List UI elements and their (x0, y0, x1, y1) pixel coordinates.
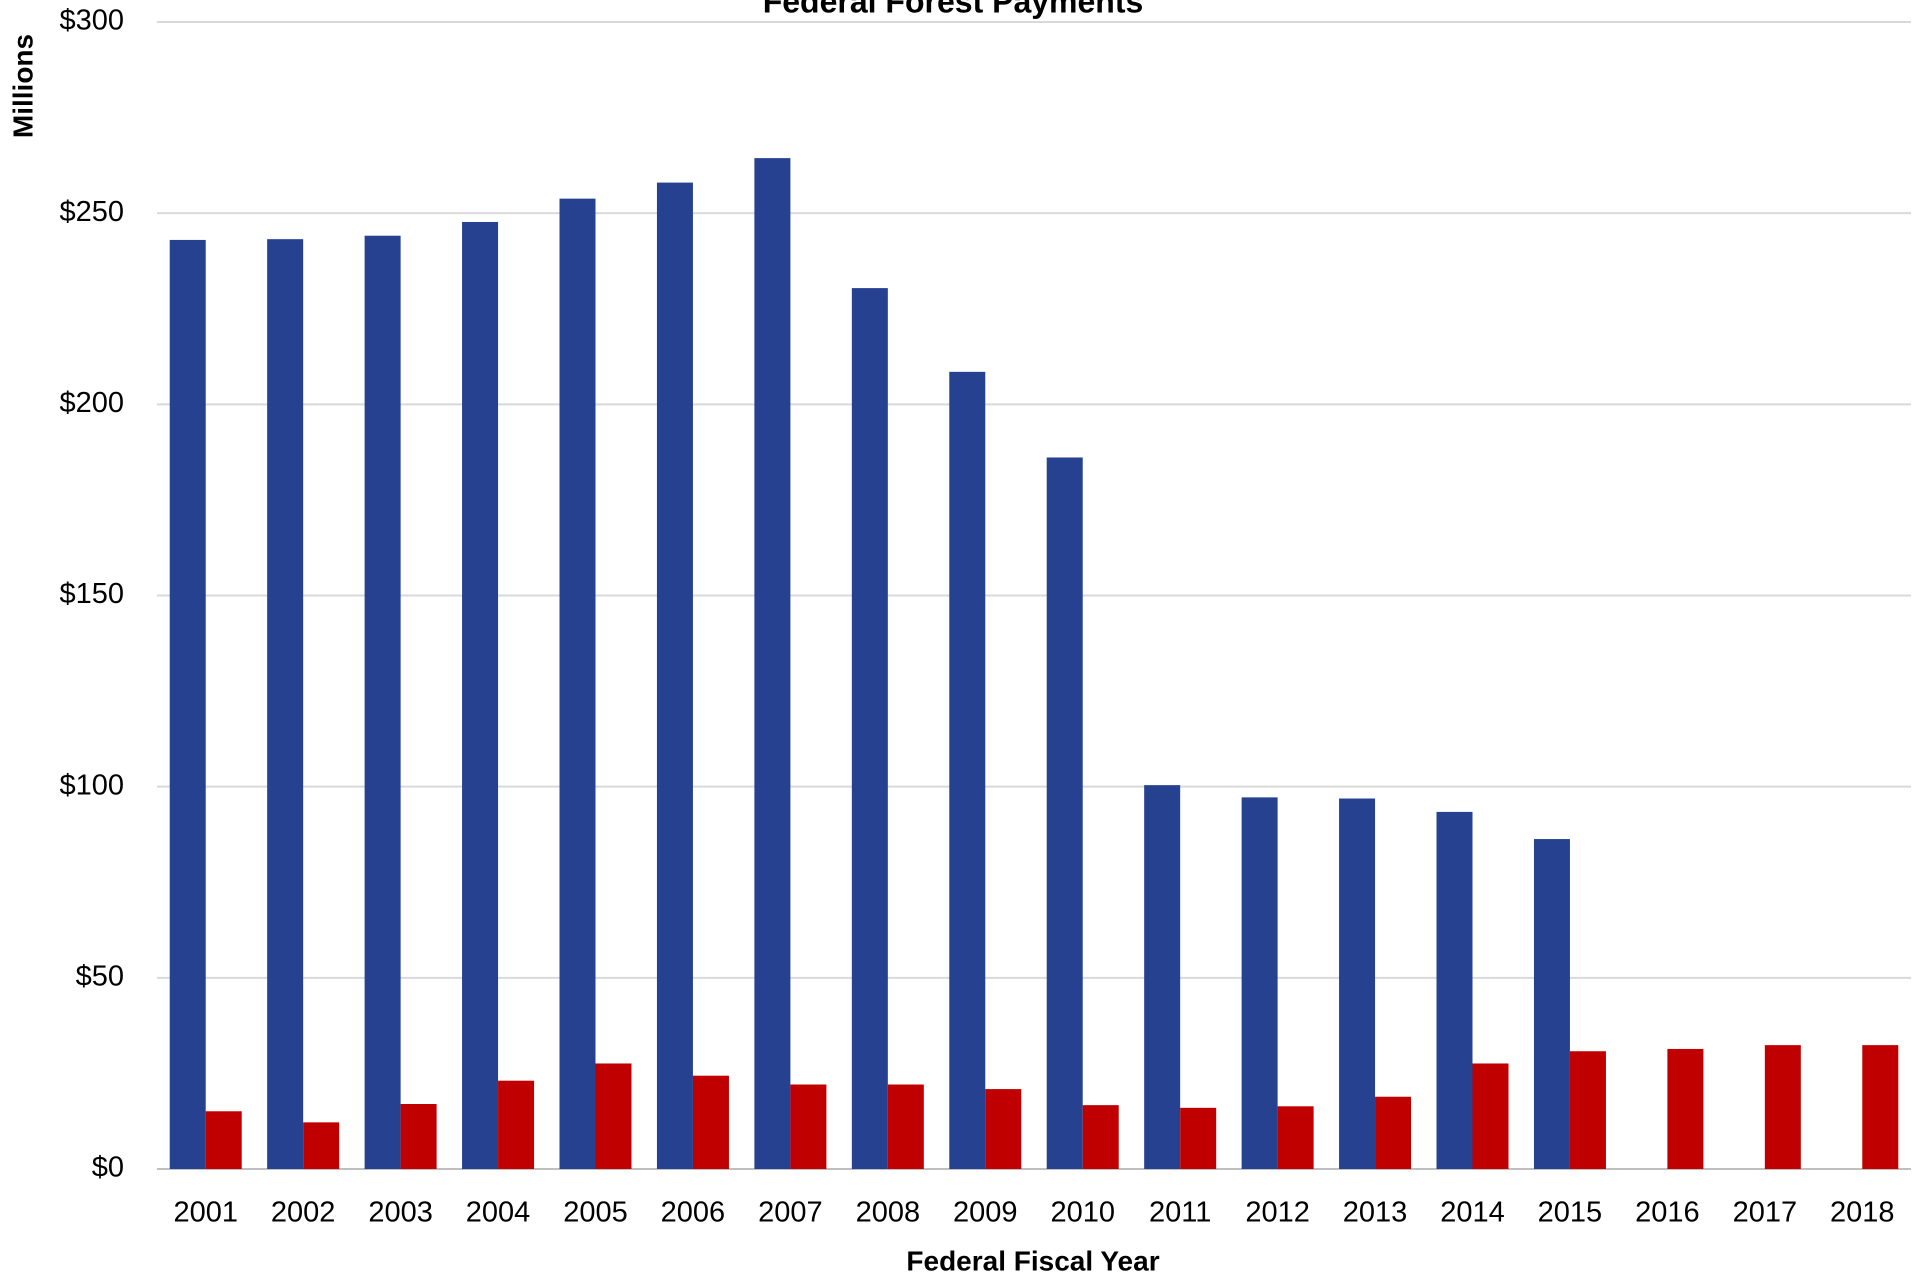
x-tick-label: 2011 (1149, 1197, 1211, 1229)
x-tick-label: 2016 (1635, 1197, 1700, 1229)
x-axis-title: Federal Fiscal Year (906, 1245, 1159, 1276)
x-tick-label: 2006 (661, 1197, 726, 1229)
x-tick-label: 2010 (1050, 1197, 1115, 1229)
bar (400, 1104, 437, 1169)
bar (169, 239, 206, 1169)
x-tick-label: 2008 (856, 1197, 921, 1229)
bar (1277, 1106, 1314, 1169)
bar (462, 221, 499, 1169)
y-tick-label: $50 (76, 960, 124, 992)
bar (949, 371, 986, 1170)
bar (887, 1084, 924, 1169)
bar (1046, 457, 1083, 1169)
chart-title: Federal Forest Payments (763, 0, 1144, 19)
y-tick-label: $300 (59, 5, 124, 37)
bar (364, 235, 401, 1169)
x-tick-label: 2005 (563, 1197, 628, 1229)
x-tick-label: 2002 (271, 1197, 336, 1229)
bar (267, 239, 304, 1169)
x-tick-label: 2013 (1343, 1197, 1408, 1229)
bar (1144, 785, 1181, 1169)
x-tick-label: 2014 (1440, 1197, 1505, 1229)
bar (692, 1075, 729, 1169)
x-tick-label: 2004 (466, 1197, 531, 1229)
bar (559, 198, 596, 1169)
bar (498, 1080, 535, 1169)
bar (1180, 1107, 1217, 1169)
y-tick-label: $100 (59, 769, 124, 801)
bar (1082, 1105, 1119, 1169)
y-tick-label: $200 (59, 387, 124, 419)
y-axis-title: Millions (7, 34, 38, 138)
y-tick-label: $0 (92, 1152, 124, 1184)
x-tick-label: 2009 (953, 1197, 1018, 1229)
bar (754, 158, 791, 1170)
bar (851, 288, 888, 1169)
bar (1241, 797, 1278, 1169)
bar (1667, 1048, 1704, 1169)
x-tick-label: 2017 (1733, 1197, 1798, 1229)
bar (1436, 811, 1473, 1169)
x-tick-label: 2012 (1245, 1197, 1310, 1229)
bar (656, 182, 693, 1169)
y-tick-label: $150 (59, 578, 124, 610)
x-tick-label: 2001 (173, 1197, 238, 1229)
bar (790, 1084, 827, 1169)
bar (985, 1089, 1022, 1169)
bar (1533, 839, 1570, 1169)
bar (1375, 1096, 1412, 1169)
x-tick-label: 2015 (1538, 1197, 1603, 1229)
bar (1472, 1063, 1509, 1169)
x-tick-label: 2007 (758, 1197, 823, 1229)
x-tick-label: 2018 (1830, 1197, 1895, 1229)
bar (1764, 1045, 1801, 1169)
bar (303, 1122, 340, 1169)
bar (1862, 1045, 1899, 1169)
x-tick-label: 2003 (368, 1197, 433, 1229)
bar (205, 1111, 242, 1169)
bar (1339, 798, 1376, 1169)
bar (595, 1063, 632, 1169)
bar (1569, 1051, 1606, 1169)
y-tick-label: $250 (59, 196, 124, 228)
